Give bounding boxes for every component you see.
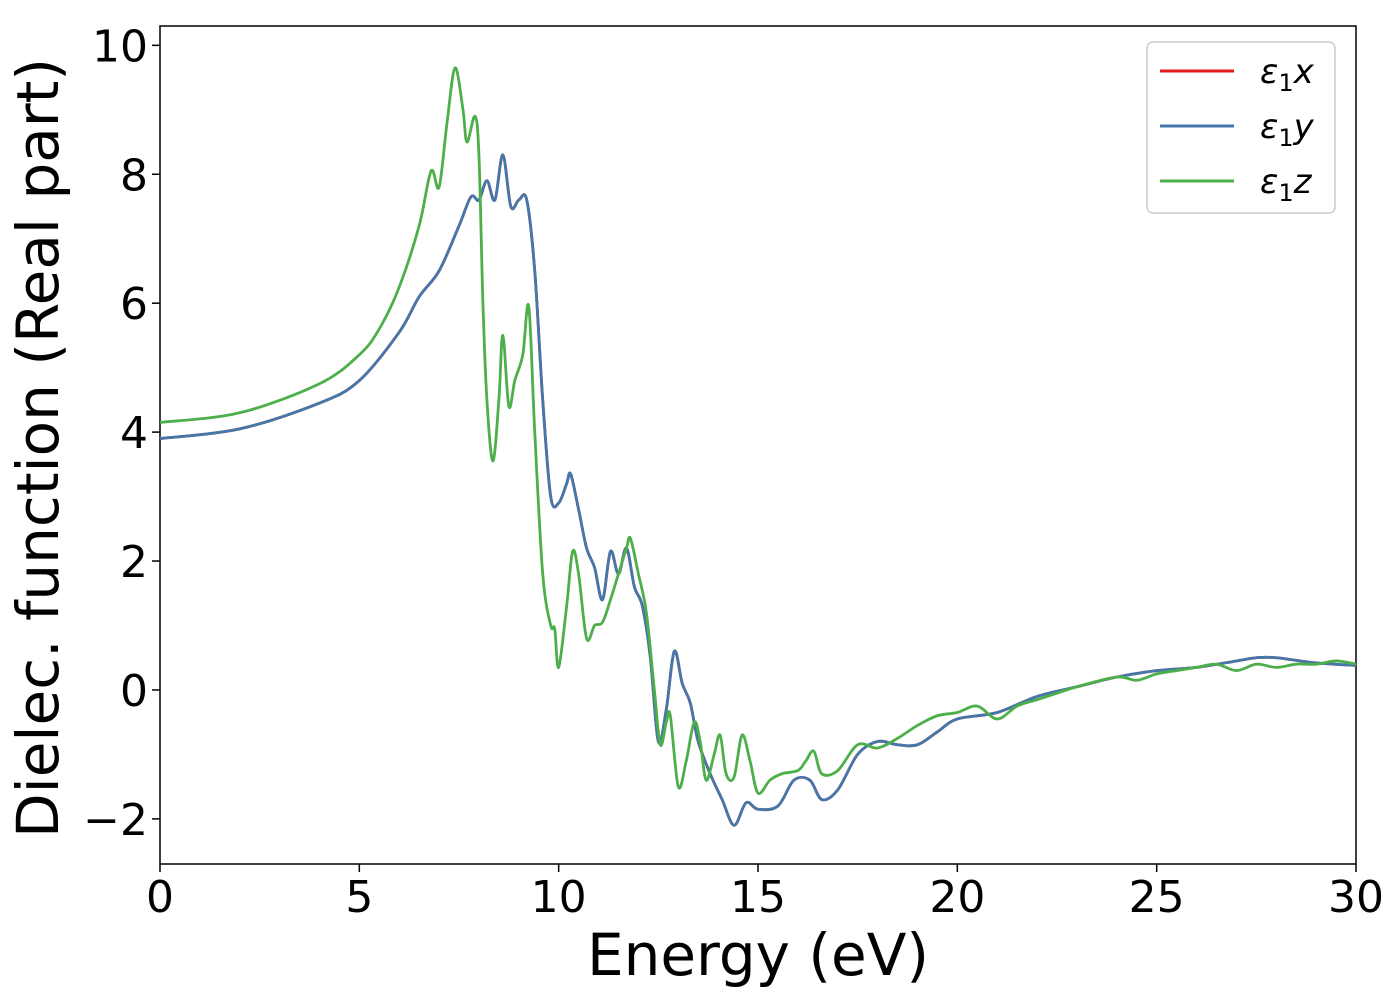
legend-label: ε1y [1260, 107, 1315, 152]
series-line-z [159, 66, 1357, 795]
y-axis-ticks: −2 0 2 4 6 8 10 [83, 21, 160, 846]
y-tick-label: 2 [120, 537, 148, 588]
y-tick-label: 4 [120, 408, 148, 459]
legend-label-var: x [1293, 52, 1315, 92]
series-group [159, 66, 1357, 827]
legend-label-var: y [1293, 107, 1315, 147]
legend-label-base: ε [1260, 107, 1278, 147]
series-line-x [159, 153, 1357, 827]
legend-label-var: z [1293, 162, 1313, 202]
y-axis-label: Dielec. function (Real part) [4, 58, 72, 838]
x-tick-label: 25 [1129, 872, 1185, 923]
legend-label: ε1z [1260, 162, 1313, 207]
legend-label-base: ε [1260, 52, 1278, 92]
legend-label-sub: 1 [1278, 124, 1293, 152]
y-tick-label: −2 [83, 795, 148, 846]
y-tick-label: 6 [120, 279, 148, 330]
x-tick-label: 15 [730, 872, 786, 923]
x-tick-label: 30 [1328, 872, 1384, 923]
x-tick-label: 5 [345, 872, 373, 923]
legend-label-sub: 1 [1278, 69, 1293, 97]
legend-label-base: ε [1260, 162, 1278, 202]
y-tick-label: 0 [120, 666, 148, 717]
series-line-y [159, 153, 1357, 827]
legend-box [1146, 41, 1336, 214]
x-tick-label: 0 [146, 872, 174, 923]
x-axis-ticks: 0 5 10 15 20 25 30 [146, 864, 1384, 923]
y-tick-label: 10 [92, 21, 148, 72]
legend-label-sub: 1 [1278, 179, 1293, 207]
legend-label: ε1x [1260, 52, 1315, 97]
y-tick-label: 8 [120, 150, 148, 201]
x-tick-label: 20 [929, 872, 985, 923]
x-tick-label: 10 [531, 872, 587, 923]
x-axis-label: Energy (eV) [587, 921, 929, 989]
